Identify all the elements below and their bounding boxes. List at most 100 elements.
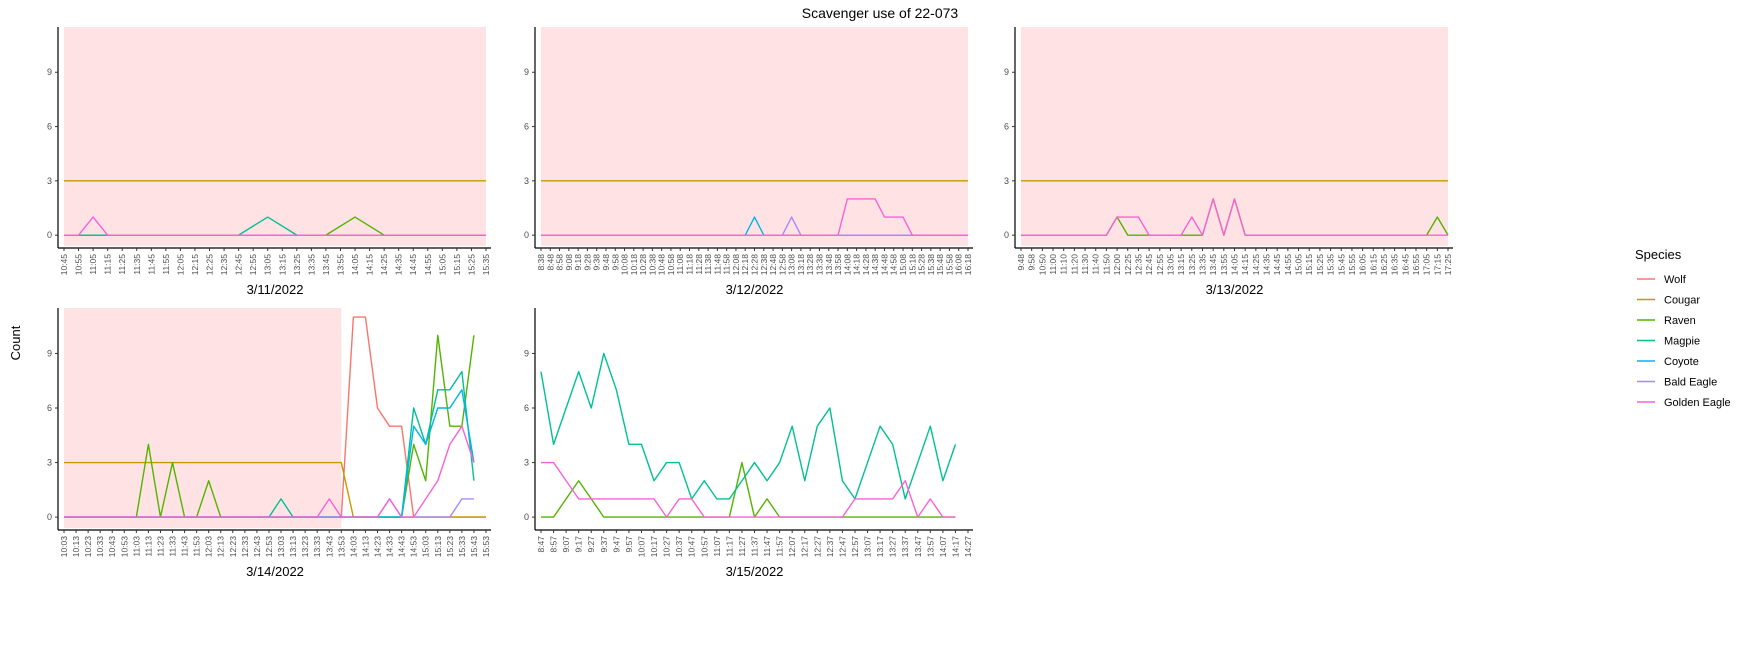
x-tick-label: 10:18 [629, 254, 639, 276]
x-tick-label: 9:58 [1027, 254, 1037, 271]
y-tick-label: 9 [524, 67, 529, 77]
x-tick-label: 14:18 [852, 254, 862, 276]
x-tick-label: 13:07 [863, 536, 873, 558]
series-line-golden-eagle [541, 461, 956, 518]
x-tick-label: 11:10 [1059, 254, 1069, 275]
x-tick-label: 12:05 [175, 254, 185, 276]
x-tick-label: 11:13 [143, 536, 153, 557]
shaded-region [541, 27, 968, 246]
x-tick-label: 15:55 [1347, 254, 1357, 276]
y-tick-label: 0 [524, 512, 529, 522]
x-tick-label: 15:05 [437, 254, 447, 276]
x-tick-label: 9:08 [564, 254, 574, 271]
x-tick-label: 10:57 [699, 536, 709, 558]
facet-label: 3/11/2022 [247, 282, 304, 297]
x-tick-label: 13:13 [288, 536, 298, 558]
chart-title: Scavenger use of 22-073 [802, 5, 959, 21]
x-tick-label: 10:48 [657, 254, 667, 276]
x-tick-label: 11:57 [775, 536, 785, 557]
x-tick-label: 17:05 [1422, 254, 1432, 276]
x-tick-label: 9:17 [574, 536, 584, 553]
x-tick-label: 13:35 [306, 254, 316, 276]
x-tick-label: 13:15 [1176, 254, 1186, 276]
x-tick-label: 10:03 [59, 536, 69, 558]
x-tick-label: 16:08 [954, 254, 964, 276]
x-tick-label: 15:53 [481, 536, 491, 558]
x-tick-label: 8:57 [549, 536, 559, 553]
x-tick-label: 14:55 [423, 254, 433, 276]
x-tick-label: 14:38 [870, 254, 880, 276]
y-tick-label: 9 [47, 348, 52, 358]
x-tick-label: 9:48 [1016, 254, 1026, 271]
facet-panels: 0 3 6 9 10:45 10:55 11:05 11:15 11:25 11:35 11:45 1… [47, 27, 1453, 579]
x-tick-label: 11:18 [685, 254, 695, 275]
x-tick-label: 15:25 [1315, 254, 1325, 276]
x-tick-label: 12:45 [234, 254, 244, 276]
x-tick-label: 12:53 [264, 536, 274, 558]
y-tick-label: 3 [524, 176, 529, 186]
x-tick-label: 14:35 [1262, 254, 1272, 276]
x-tick-label: 15:18 [907, 254, 917, 276]
x-tick-label: 11:37 [750, 536, 760, 557]
legend-label-golden-eagle: Golden Eagle [1664, 397, 1731, 409]
y-tick-label: 6 [47, 122, 52, 132]
x-tick-label: 15:48 [935, 254, 945, 276]
x-tick-label: 8:58 [555, 254, 565, 271]
x-tick-label: 9:47 [611, 536, 621, 553]
x-tick-label: 13:27 [888, 536, 898, 558]
x-tick-label: 13:55 [1219, 254, 1229, 276]
x-tick-label: 9:58 [610, 254, 620, 271]
x-tick-label: 15:45 [1336, 254, 1346, 276]
x-tick-label: 13:57 [925, 536, 935, 558]
x-tick-label: 11:17 [724, 536, 734, 557]
y-tick-label: 9 [1004, 67, 1009, 77]
x-tick-label: 11:47 [762, 536, 772, 557]
x-tick-label: 14:45 [1272, 254, 1282, 276]
x-tick-label: 16:55 [1411, 254, 1421, 276]
x-tick-label: 12:28 [750, 254, 760, 276]
x-tick-label: 14:58 [889, 254, 899, 276]
x-tick-label: 14:33 [385, 536, 395, 558]
x-tick-label: 15:23 [445, 536, 455, 558]
x-tick-label: 15:25 [466, 254, 476, 276]
series-line-golden-eagle [64, 425, 475, 518]
x-tick-label: 9:28 [582, 254, 592, 271]
x-tick-label: 13:53 [336, 536, 346, 558]
x-tick-label: 15:35 [1326, 254, 1336, 276]
x-tick-label: 12:15 [190, 254, 200, 276]
facet-label: 3/13/2022 [1206, 282, 1264, 297]
x-tick-label: 16:18 [963, 254, 973, 276]
series-line-magpie [540, 352, 957, 500]
legend-label-raven: Raven [1664, 315, 1696, 327]
y-tick-label: 6 [47, 403, 52, 413]
series-line-magpie [64, 370, 475, 518]
x-tick-label: 15:15 [452, 254, 462, 276]
x-tick-label: 14:55 [1283, 254, 1293, 276]
x-tick-label: 11:48 [712, 254, 722, 275]
x-tick-label: 13:05 [1165, 254, 1175, 276]
x-tick-label: 17:15 [1432, 254, 1442, 276]
x-tick-label: 10:53 [119, 536, 129, 558]
x-tick-label: 11:55 [161, 254, 171, 275]
x-tick-label: 11:43 [180, 536, 190, 557]
x-tick-label: 13:35 [1197, 254, 1207, 276]
x-tick-label: 13:48 [824, 254, 834, 276]
x-tick-label: 10:58 [666, 254, 676, 276]
y-tick-label: 0 [524, 230, 529, 240]
x-tick-label: 15:35 [481, 254, 491, 276]
x-tick-label: 15:28 [917, 254, 927, 276]
legend: Species Wolf Cougar Raven Magpie Coyote Bald … [1635, 247, 1731, 409]
shaded-region [1021, 27, 1448, 246]
x-tick-label: 12:17 [800, 536, 810, 558]
facet-label: 3/15/2022 [726, 564, 784, 579]
y-tick-label: 6 [524, 403, 529, 413]
x-tick-label: 12:13 [216, 536, 226, 558]
legend-label-bald-eagle: Bald Eagle [1664, 377, 1717, 389]
x-tick-label: 13:45 [321, 254, 331, 276]
x-tick-label: 9:27 [586, 536, 596, 553]
x-tick-label: 9:48 [601, 254, 611, 271]
x-tick-label: 13:25 [292, 254, 302, 276]
x-tick-label: 16:25 [1379, 254, 1389, 276]
legend-entry-coyote: Coyote [1637, 356, 1699, 368]
facet-panel-5: 0 3 6 9 8:47 8:57 9:07 9:17 9:27 9:37 9:47 9:57 10:0… [524, 308, 973, 579]
